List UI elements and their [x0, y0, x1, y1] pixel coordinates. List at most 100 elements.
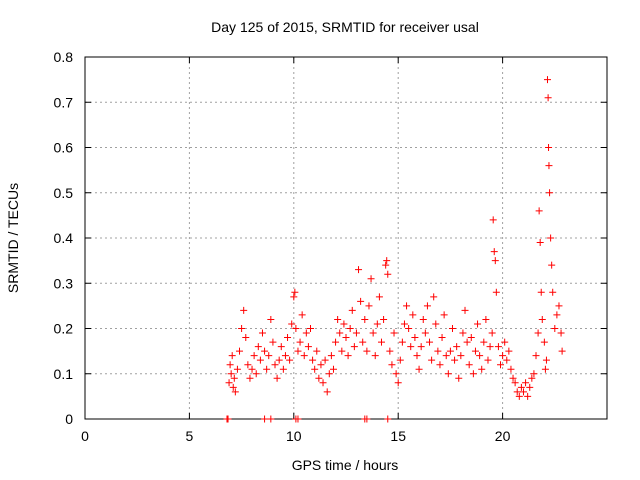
- data-point: [499, 352, 507, 360]
- data-point: [292, 325, 300, 332]
- data-point: [438, 334, 446, 342]
- data-point: [467, 334, 475, 342]
- data-point: [411, 334, 419, 342]
- x-axis-label: GPS time / hours: [292, 457, 399, 473]
- data-point: [365, 302, 373, 310]
- data-point: [279, 365, 287, 373]
- data-point: [546, 189, 554, 197]
- data-point: [507, 365, 515, 373]
- data-point: [436, 361, 444, 369]
- y-tick-label: 0: [65, 411, 73, 427]
- data-point: [334, 315, 342, 323]
- data-point: [543, 76, 551, 84]
- data-point: [388, 361, 396, 369]
- data-point: [271, 361, 279, 369]
- data-point: [515, 392, 523, 400]
- data-point: [371, 352, 379, 360]
- data-point: [258, 329, 266, 337]
- data-point: [367, 275, 375, 283]
- data-point: [476, 352, 484, 360]
- data-point: [369, 329, 377, 337]
- data-point: [459, 329, 467, 337]
- chart-title: Day 125 of 2015, SRMTID for receiver usa…: [211, 19, 479, 35]
- data-point: [513, 388, 521, 396]
- data-point: [242, 334, 250, 342]
- data-point: [281, 352, 289, 360]
- data-point: [461, 306, 469, 314]
- data-point: [471, 347, 479, 355]
- data-point: [355, 266, 363, 274]
- data-point: [535, 207, 543, 215]
- data-point: [440, 311, 448, 319]
- data-point: [537, 288, 545, 296]
- data-point: [357, 297, 365, 305]
- data-point: [244, 361, 252, 369]
- data-point: [248, 365, 256, 373]
- data-point: [250, 352, 258, 360]
- data-point: [261, 347, 269, 355]
- data-point: [442, 352, 450, 360]
- data-point: [398, 338, 406, 346]
- data-point: [522, 379, 530, 387]
- data-point: [540, 338, 548, 346]
- data-point: [230, 374, 238, 382]
- data-point: [386, 347, 394, 355]
- data-point: [549, 288, 557, 296]
- data-point: [530, 370, 538, 378]
- data-point: [352, 329, 360, 337]
- data-point: [432, 320, 440, 328]
- x-tick-label: 20: [495, 428, 511, 444]
- data-point: [382, 261, 390, 269]
- data-point: [300, 352, 308, 360]
- data-point: [407, 343, 415, 351]
- x-tick-label: 0: [81, 428, 89, 444]
- data-point: [482, 315, 490, 323]
- y-tick-label: 0.7: [54, 94, 74, 110]
- data-point: [497, 361, 505, 369]
- data-point: [290, 293, 298, 301]
- data-point: [227, 370, 235, 378]
- data-point: [267, 415, 275, 423]
- data-point: [519, 388, 527, 396]
- x-tick-label: 10: [286, 428, 302, 444]
- y-tick-label: 0.3: [54, 275, 74, 291]
- data-point: [392, 370, 400, 378]
- data-point: [541, 365, 549, 373]
- data-point: [348, 306, 356, 314]
- data-point: [346, 325, 354, 332]
- data-point: [315, 374, 323, 382]
- data-point: [448, 325, 456, 332]
- data-point: [555, 302, 563, 310]
- data-point: [226, 361, 234, 369]
- data-point: [224, 415, 232, 423]
- data-point: [480, 338, 488, 346]
- data-point: [491, 257, 499, 265]
- data-point: [296, 338, 304, 346]
- y-tick-label: 0.6: [54, 140, 74, 156]
- data-point: [307, 325, 315, 332]
- data-point: [509, 374, 517, 382]
- data-point: [336, 329, 344, 337]
- x-tick-label: 15: [390, 428, 406, 444]
- data-point: [377, 338, 385, 346]
- y-tick-label: 0.1: [54, 366, 74, 382]
- data-point: [302, 329, 310, 337]
- data-point: [405, 325, 413, 332]
- data-point: [265, 352, 273, 360]
- data-points: [223, 76, 566, 423]
- data-point: [423, 302, 431, 310]
- data-point: [350, 343, 358, 351]
- data-point: [309, 356, 317, 364]
- data-point: [252, 370, 260, 378]
- data-point: [332, 338, 340, 346]
- x-tick-labels: 0 5 10 15 20: [81, 428, 510, 444]
- data-point: [434, 347, 442, 355]
- data-point: [494, 343, 502, 351]
- data-point: [501, 338, 509, 346]
- data-point: [325, 370, 333, 378]
- data-point: [291, 288, 299, 296]
- data-point: [288, 320, 296, 328]
- data-point: [323, 388, 331, 396]
- data-point: [430, 293, 438, 301]
- data-point: [511, 379, 519, 387]
